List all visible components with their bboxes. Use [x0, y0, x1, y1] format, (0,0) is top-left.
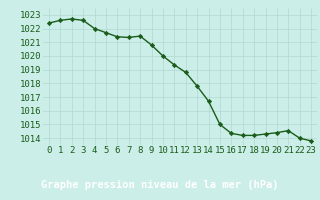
Text: Graphe pression niveau de la mer (hPa): Graphe pression niveau de la mer (hPa) — [41, 180, 279, 190]
